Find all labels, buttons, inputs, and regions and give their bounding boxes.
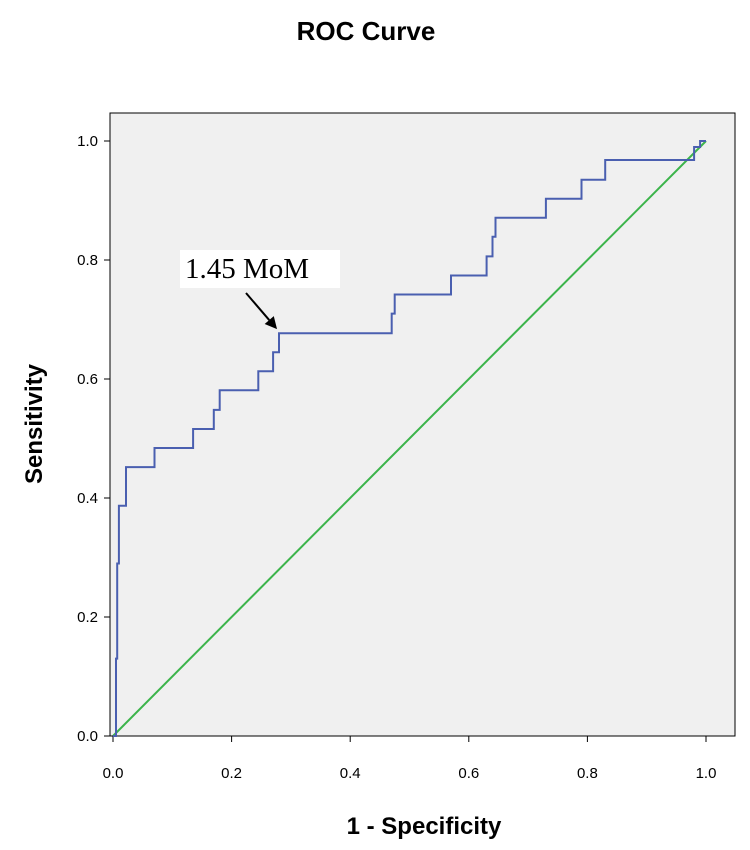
- y-axis-ticks: 0.0 0.2 0.4 0.6 0.8 1.0: [77, 133, 110, 745]
- annotation-background: [180, 250, 340, 288]
- reference-diagonal-line: [112, 140, 707, 737]
- chart-title: ROC Curve: [297, 16, 436, 46]
- y-tick-label: 0.4: [77, 490, 98, 507]
- x-tick-label: 0.0: [103, 765, 124, 782]
- y-tick-label: 0.0: [77, 728, 98, 745]
- annotation-arrowhead: [264, 316, 278, 330]
- x-tick-label: 0.8: [577, 765, 598, 782]
- annotation-layer: 1.45 MoM: [180, 250, 340, 330]
- y-tick-label: 1.0: [77, 133, 98, 150]
- series-layer: [112, 140, 707, 737]
- x-tick-label: 0.2: [221, 765, 242, 782]
- x-tick-label: 0.6: [458, 765, 479, 782]
- y-tick-label: 0.2: [77, 609, 98, 626]
- annotation-arrow: [245, 292, 270, 321]
- x-tick-label: 1.0: [696, 765, 717, 782]
- y-tick-label: 0.6: [77, 371, 98, 388]
- annotation-label: 1.45 MoM: [185, 253, 309, 285]
- x-axis-ticks: 0.0 0.2 0.4 0.6 0.8 1.0: [103, 736, 717, 782]
- y-axis-label: Sensitivity: [21, 363, 48, 484]
- roc-curve-line: [113, 140, 706, 737]
- y-tick-label: 0.8: [77, 252, 98, 269]
- x-tick-label: 0.4: [340, 765, 361, 782]
- x-axis-label: 1 - Specificity: [347, 813, 502, 840]
